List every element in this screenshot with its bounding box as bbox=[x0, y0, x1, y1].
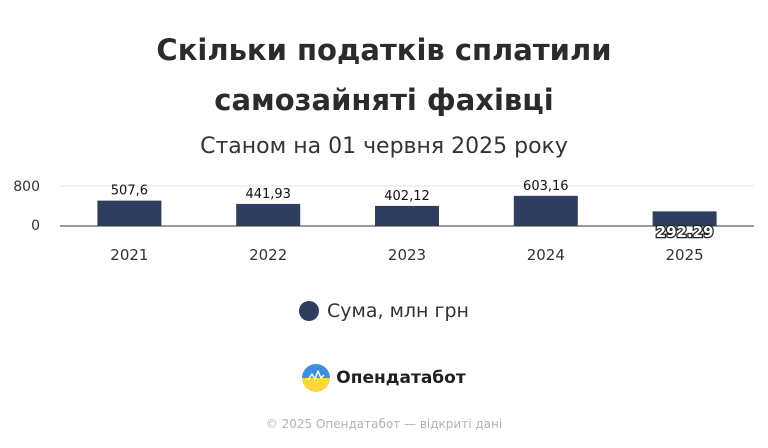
data-label-2022: 441,93 bbox=[245, 187, 291, 202]
bar-2021[interactable] bbox=[97, 200, 162, 226]
x-tick-label-2024: 2024 bbox=[527, 246, 565, 264]
data-labels-group: 507,6 441,93 402,12 603,16 292.29 bbox=[111, 179, 715, 242]
bars-group bbox=[97, 195, 717, 226]
data-label-2025: 292.29 bbox=[656, 223, 714, 241]
bar-2025[interactable] bbox=[652, 211, 717, 226]
legend: Сума, млн грн bbox=[0, 300, 768, 322]
x-tick-label-2023: 2023 bbox=[388, 246, 426, 264]
brand-name: Опендатабот bbox=[336, 368, 466, 388]
data-label-2024: 603,16 bbox=[523, 179, 569, 194]
footer-copyright: © 2025 Опендатабот — відкриті дані bbox=[265, 417, 503, 431]
chart-subtitle: Станом на 01 червня 2025 року bbox=[200, 134, 568, 159]
bar-2023[interactable] bbox=[375, 205, 439, 226]
chart-title-line-2: самозайняті фахівці bbox=[214, 83, 554, 117]
y-tick-label-0: 0 bbox=[31, 218, 40, 234]
x-tick-labels-group: 2021 2022 2023 2024 2025 bbox=[110, 246, 703, 264]
x-tick-label-2025: 2025 bbox=[666, 246, 704, 264]
data-label-2021: 507,6 bbox=[111, 184, 148, 199]
bar-chart: 800 0 507,6 441,93 402,12 603,16 292.29 2021… bbox=[13, 179, 754, 264]
chart-title-line-1: Скільки податків сплатили bbox=[156, 33, 612, 67]
data-label-2023: 402,12 bbox=[384, 189, 430, 204]
legend-label: Сума, млн грн bbox=[327, 300, 469, 322]
brand: Опендатабот bbox=[0, 364, 768, 392]
x-tick-label-2022: 2022 bbox=[249, 246, 287, 264]
opendatabot-logo-icon bbox=[302, 364, 331, 392]
bar-2022[interactable] bbox=[236, 203, 301, 226]
bar-2024[interactable] bbox=[513, 195, 578, 226]
legend-marker bbox=[299, 301, 319, 321]
x-tick-label-2021: 2021 bbox=[110, 246, 148, 264]
y-tick-label-800: 800 bbox=[13, 179, 40, 195]
